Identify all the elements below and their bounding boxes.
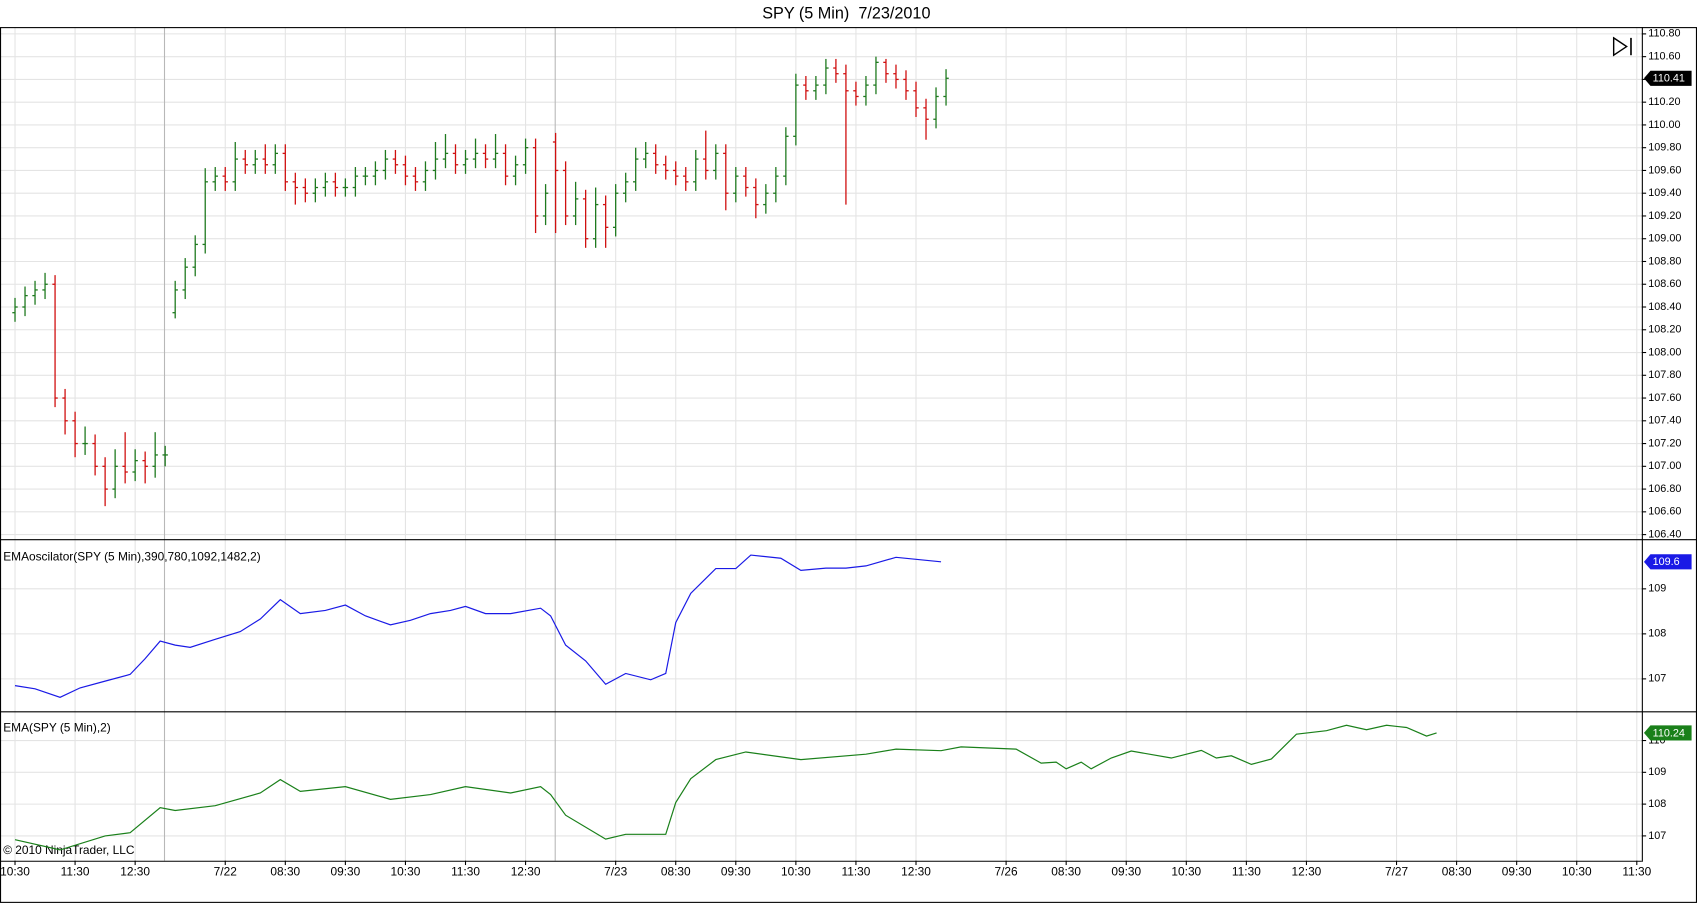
y-tick-label: 110.60 xyxy=(1648,51,1680,63)
x-tick-label: 10:30 xyxy=(1171,865,1201,879)
y-tick-label: 107 xyxy=(1648,830,1666,842)
x-tick-label: 7/26 xyxy=(995,865,1019,879)
y-tick-label: 107.00 xyxy=(1648,460,1681,472)
x-tick-label: 12:30 xyxy=(120,865,150,879)
value-label: 110.41 xyxy=(1653,73,1685,85)
x-tick-label: 12:30 xyxy=(511,865,541,879)
x-tick-label: 7/22 xyxy=(214,865,238,879)
y-tick-label: 108.60 xyxy=(1648,278,1681,290)
value-label: 110.24 xyxy=(1653,727,1685,739)
x-tick-label: 11:30 xyxy=(451,865,480,879)
value-marker xyxy=(1643,70,1692,86)
y-tick-label: 109.80 xyxy=(1648,142,1681,154)
y-tick-label: 108.00 xyxy=(1648,346,1681,358)
y-tick-label: 107.80 xyxy=(1648,369,1681,381)
y-tick-label: 109.40 xyxy=(1648,187,1681,199)
y-tick-label: 109.20 xyxy=(1648,210,1681,222)
x-tick-label: 10:30 xyxy=(0,865,30,879)
y-tick-label: 110.20 xyxy=(1648,96,1680,108)
y-tick-label: 107 xyxy=(1648,673,1666,685)
x-tick-label: 7/27 xyxy=(1385,865,1409,879)
y-tick-label: 108 xyxy=(1648,798,1666,810)
play-icon[interactable] xyxy=(1612,36,1628,57)
y-tick-label: 110.80 xyxy=(1648,28,1680,40)
x-tick-label: 08:30 xyxy=(1051,865,1081,879)
x-tick-label: 09:30 xyxy=(330,865,360,879)
x-tick-label: 11:30 xyxy=(1622,865,1651,879)
marks: 10:30 11:30 12:30 7/22 08:30 09:30 10:30 11:30 1… xyxy=(0,28,1692,879)
x-tick-label: 09:30 xyxy=(1111,865,1141,879)
indicator-label: EMAoscilator(SPY (5 Min),390,780,1092,14… xyxy=(3,550,261,564)
x-tick-label: 08:30 xyxy=(661,865,691,879)
y-tick-label: 108.40 xyxy=(1648,301,1681,313)
y-tick-label: 108 xyxy=(1648,628,1666,640)
x-tick-label: 09:30 xyxy=(1502,865,1532,879)
x-tick-label: 12:30 xyxy=(901,865,931,879)
x-tick-label: 08:30 xyxy=(1442,865,1472,879)
y-tick-label: 106.80 xyxy=(1648,483,1681,495)
y-tick-label: 109 xyxy=(1648,583,1666,595)
line-series xyxy=(14,554,942,698)
x-tick-label: 11:30 xyxy=(842,865,871,879)
copyright: © 2010 NinjaTrader, LLC xyxy=(3,843,135,857)
x-tick-label: 12:30 xyxy=(1292,865,1322,879)
y-tick-label: 107.40 xyxy=(1648,415,1681,427)
x-tick-label: 10:30 xyxy=(1562,865,1592,879)
y-tick-label: 108.80 xyxy=(1648,255,1681,267)
x-tick-label: 08:30 xyxy=(270,865,300,879)
x-tick-label: 10:30 xyxy=(781,865,811,879)
value-marker xyxy=(1643,554,1692,570)
y-tick-label: 107.20 xyxy=(1648,437,1681,449)
y-tick-label: 109.60 xyxy=(1648,164,1681,176)
y-tick-label: 109.00 xyxy=(1648,233,1681,245)
x-tick-label: 11:30 xyxy=(61,865,90,879)
y-tick-label: 106.60 xyxy=(1648,506,1681,518)
y-tick-label: 108.20 xyxy=(1648,324,1681,336)
x-tick-label: 10:30 xyxy=(391,865,421,879)
y-tick-label: 109 xyxy=(1648,766,1666,778)
value-label: 109.6 xyxy=(1653,556,1680,568)
x-tick-label: 7/23 xyxy=(604,865,628,879)
y-tick-label: 107.60 xyxy=(1648,392,1681,404)
y-tick-label: 106.40 xyxy=(1648,528,1681,540)
value-marker xyxy=(1643,725,1692,741)
grid xyxy=(0,27,1642,861)
line-series xyxy=(14,724,1437,851)
frame xyxy=(0,27,1697,903)
scroll-end-button[interactable] xyxy=(1612,36,1632,57)
chart-title: SPY (5 Min) 7/23/2010 xyxy=(762,4,930,22)
x-tick-label: 11:30 xyxy=(1232,865,1261,879)
x-tick-label: 09:30 xyxy=(721,865,751,879)
indicator-label: EMA(SPY (5 Min),2) xyxy=(3,721,111,735)
y-tick-label: 110.00 xyxy=(1648,119,1680,131)
